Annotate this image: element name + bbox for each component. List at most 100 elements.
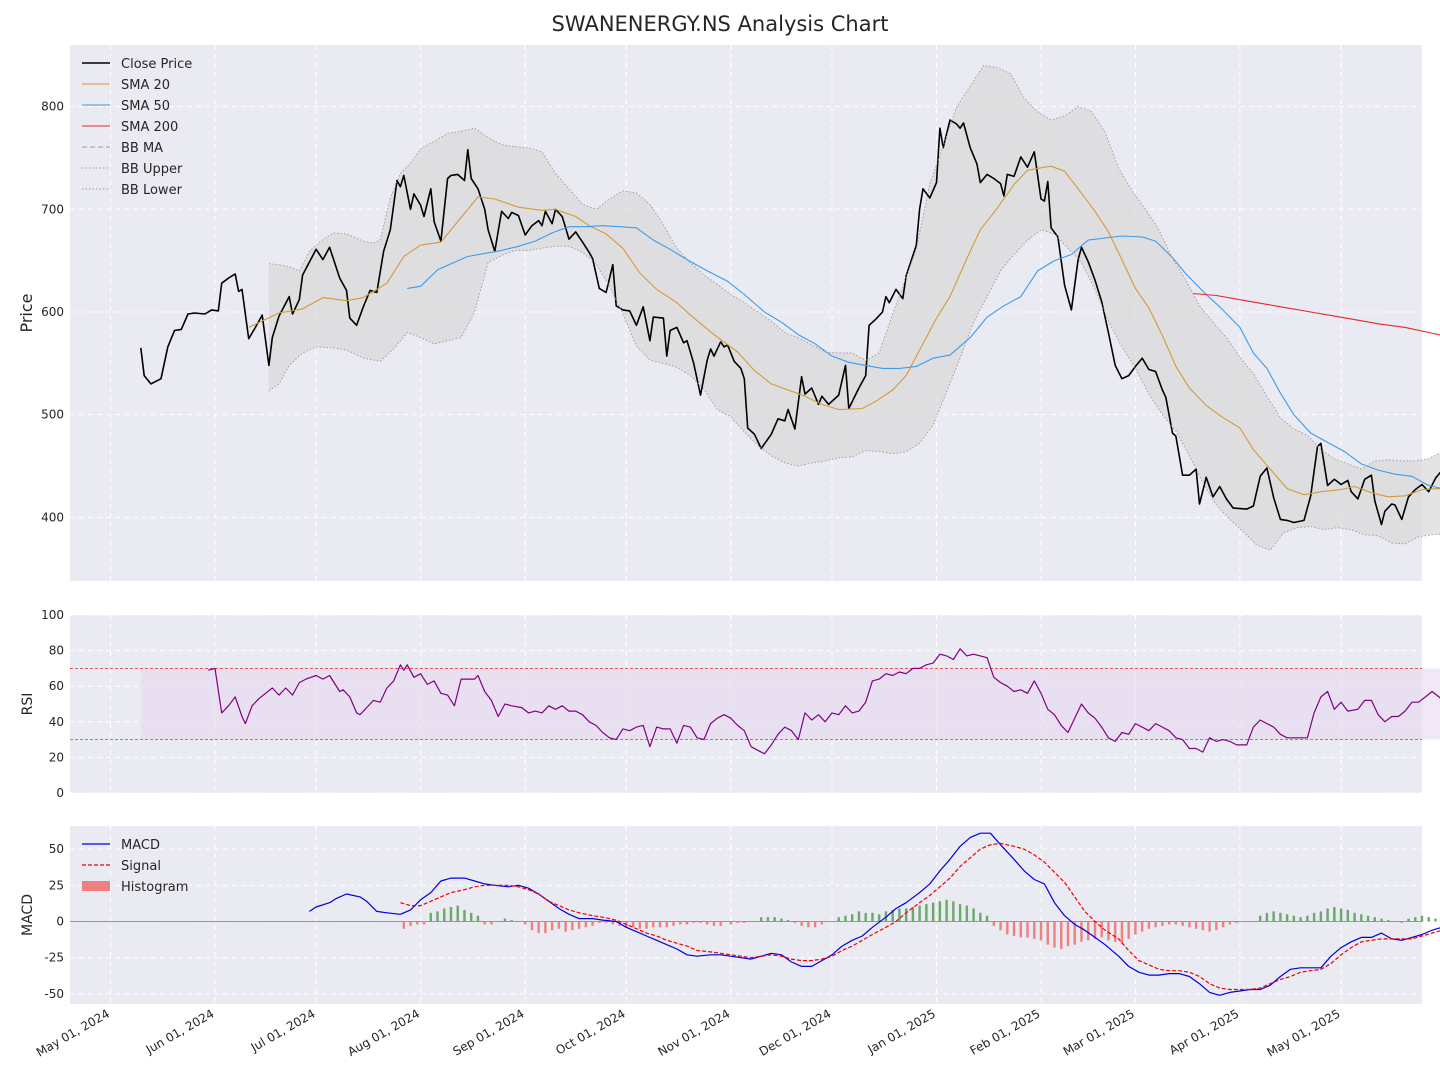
histogram-bar	[793, 921, 797, 923]
histogram-bar	[979, 912, 982, 922]
y-tick-label: -50	[44, 987, 64, 1001]
histogram-bar	[1181, 921, 1184, 926]
histogram-bar	[1306, 915, 1309, 922]
histogram-bar	[1279, 912, 1282, 922]
histogram-bar	[904, 908, 908, 922]
histogram-bar	[1194, 921, 1198, 929]
histogram-bar	[1265, 912, 1269, 922]
histogram-bar	[564, 921, 567, 932]
histogram-bar	[1346, 909, 1350, 922]
histogram-bar	[992, 921, 996, 926]
histogram-bar	[857, 911, 861, 922]
y-tick-label: -25	[44, 951, 64, 965]
histogram-bar	[985, 915, 989, 922]
histogram-bar	[645, 921, 648, 929]
series-signal	[400, 842, 1440, 991]
histogram-bar	[470, 912, 473, 922]
legend-label: BB Upper	[121, 162, 183, 177]
histogram-bar	[1228, 921, 1232, 925]
y-tick-label: 40	[49, 715, 64, 729]
rsi-neutral-band	[140, 668, 1440, 740]
histogram-bar	[1107, 921, 1110, 941]
histogram-bar	[898, 908, 901, 922]
x-tick-label: Apr 01, 2025	[1167, 1006, 1242, 1057]
histogram-bar	[1134, 921, 1137, 935]
x-tick-label: Feb 01, 2025	[968, 1006, 1043, 1057]
series-macd	[309, 832, 1440, 996]
histogram-bar	[800, 921, 803, 926]
histogram-bar	[1093, 921, 1097, 939]
histogram-bar	[1060, 921, 1063, 950]
histogram-bar	[773, 917, 776, 922]
histogram-bar	[1380, 918, 1383, 922]
x-tick-label: Dec 01, 2024	[757, 1006, 834, 1058]
y-tick-label: 80	[49, 644, 64, 658]
bollinger-band-fill	[268, 65, 1440, 551]
histogram-bar	[1427, 917, 1430, 922]
y-tick-label: 600	[41, 305, 64, 319]
histogram-bar	[945, 899, 948, 922]
histogram-bar	[925, 904, 928, 922]
histogram-bar	[952, 901, 955, 922]
histogram-bar	[1215, 921, 1218, 931]
legend-label: SMA 200	[121, 120, 178, 135]
histogram-bar	[1400, 921, 1403, 923]
histogram-bar	[584, 921, 588, 928]
x-tick-label: Aug 01, 2024	[345, 1006, 422, 1058]
histogram-bar	[571, 921, 574, 931]
histogram-bar	[638, 921, 641, 929]
histogram-bar	[851, 914, 854, 922]
legend-label: SMA 50	[121, 99, 170, 114]
histogram-bar	[523, 921, 527, 925]
histogram-bar	[658, 921, 662, 928]
histogram-bar	[679, 921, 682, 925]
histogram-bar	[1414, 917, 1417, 922]
histogram-bar	[1188, 921, 1191, 928]
histogram-bar	[672, 921, 675, 926]
histogram-bar	[598, 921, 601, 923]
histogram-bar	[1174, 921, 1178, 925]
histogram-bar	[699, 921, 702, 923]
histogram-bar	[530, 921, 534, 931]
histogram-bar	[1073, 921, 1076, 945]
y-tick-label: 400	[41, 510, 64, 524]
histogram-bar	[537, 921, 540, 934]
series-bb-upper	[268, 65, 1440, 470]
panel-background	[70, 826, 1422, 1004]
series-bb-lower	[268, 229, 1440, 551]
x-tick-label: May 01, 2024	[34, 1006, 112, 1059]
histogram-bar	[999, 921, 1002, 931]
histogram-bar	[550, 921, 554, 931]
histogram-bar	[1140, 921, 1144, 932]
histogram-bar	[483, 921, 486, 925]
histogram-bar	[1292, 915, 1296, 922]
histogram-bar	[503, 918, 507, 922]
x-tick-label: Oct 01, 2024	[553, 1006, 628, 1057]
histogram-bar	[1353, 912, 1356, 922]
legend-label: BB Lower	[121, 183, 183, 198]
legend-label: BB MA	[121, 141, 163, 156]
y-axis-label: Price	[17, 293, 36, 332]
histogram-bar	[591, 921, 594, 926]
histogram-bar	[665, 921, 668, 928]
y-axis-label: RSI	[20, 693, 36, 716]
y-tick-label: 500	[41, 408, 64, 422]
x-tick-label: Jul 01, 2024	[248, 1006, 318, 1054]
histogram-bar	[837, 917, 840, 922]
chart-title: SWANENERGY.NS Analysis Chart	[551, 12, 889, 36]
histogram-bar	[759, 917, 763, 922]
y-tick-label: 0	[56, 786, 64, 800]
histogram-bar	[685, 921, 689, 925]
histogram-bar	[1393, 921, 1397, 923]
histogram-bar	[864, 912, 867, 922]
series-sma-50	[407, 225, 1440, 489]
histogram-bar	[456, 905, 459, 922]
histogram-bar	[1285, 914, 1289, 922]
histogram-bar	[1053, 921, 1056, 948]
histogram-bar	[631, 921, 635, 928]
histogram-bar	[1120, 921, 1124, 944]
histogram-bar	[1113, 921, 1117, 942]
histogram-bar	[436, 911, 439, 922]
histogram-bar	[490, 921, 493, 925]
